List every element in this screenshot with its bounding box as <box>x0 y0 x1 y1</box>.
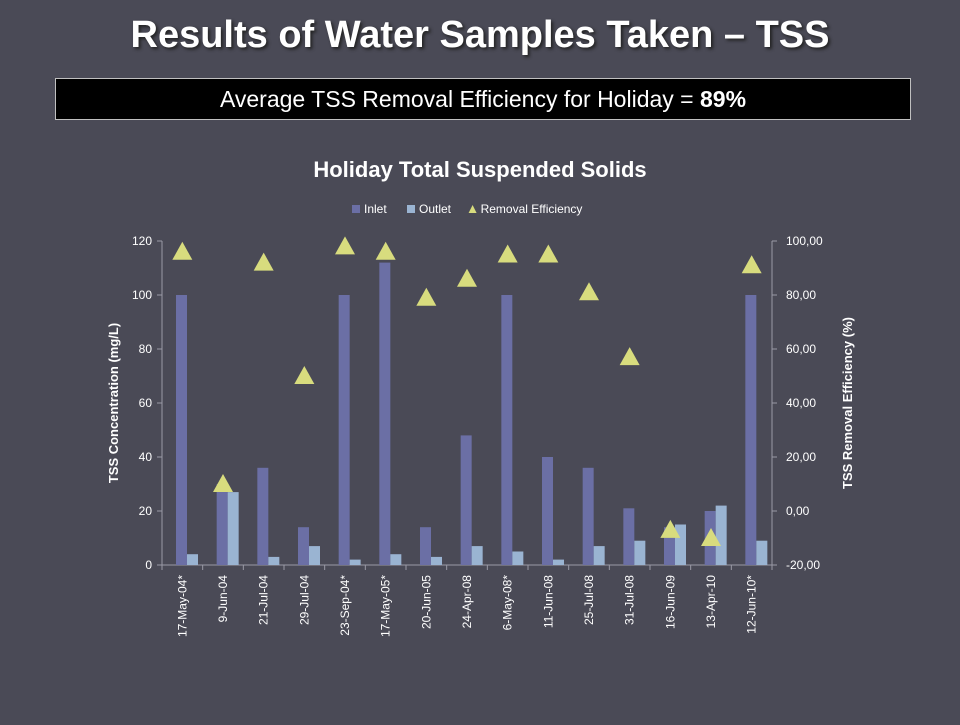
y2-axis-label: TSS Removal Efficiency (%) <box>840 317 855 489</box>
bar-outlet <box>756 540 768 565</box>
bar-inlet <box>338 295 350 565</box>
efficiency-marker <box>457 268 477 287</box>
bar-outlet <box>268 556 280 565</box>
bar-inlet <box>298 527 309 565</box>
x-tick-label: 25-Jul-08 <box>582 575 596 625</box>
banner-label: Average TSS Removal Efficiency for Holid… <box>219 86 674 112</box>
bar-outlet <box>227 492 239 565</box>
bar-inlet <box>176 295 187 565</box>
efficiency-marker <box>660 519 681 538</box>
y2-tick-label: 60,00 <box>786 342 816 356</box>
legend-label: Outlet <box>419 202 452 216</box>
x-tick-labels: 17-May-04* 9-Jun-04 21-Jul-04 29-Jul-04 23-S… <box>175 575 758 637</box>
efficiency-marker <box>213 474 233 492</box>
bar-inlet <box>623 508 635 565</box>
y-tick-label: 100 <box>132 288 152 302</box>
y-axis-label: TSS Concentration (mg/L) <box>106 323 121 483</box>
efficiency-marker <box>619 347 640 366</box>
efficiency-marker <box>538 244 559 263</box>
chart-legend: Inlet Outlet Removal Efficiency <box>352 202 582 216</box>
bar-outlet <box>187 554 198 565</box>
bar-outlet <box>593 546 605 565</box>
y2-tick-label: -20,00 <box>786 558 820 572</box>
banner-equals: = <box>673 86 700 112</box>
efficiency-marker <box>741 255 762 274</box>
y-tick-label: 40 <box>139 450 153 464</box>
bar-inlet <box>257 467 269 565</box>
x-tick-label: 17-May-05* <box>379 575 393 637</box>
efficiency-marker <box>253 252 274 271</box>
y2-tick-label: 20,00 <box>786 450 816 464</box>
chart-container: Holiday Total Suspended Solids Inlet Outl… <box>0 130 960 720</box>
chart-axes: 0 20 40 60 80 100 120 -20,00 0,00 20,00 40,00 60,00… <box>132 234 823 572</box>
y-tick-label: 60 <box>139 396 153 410</box>
bar-inlet <box>664 527 675 565</box>
chart-markers <box>172 236 762 546</box>
bar-outlet <box>431 556 442 565</box>
bar-inlet <box>216 484 228 565</box>
efficiency-marker <box>294 366 315 384</box>
bar-outlet <box>471 546 483 565</box>
bar-inlet <box>420 527 431 565</box>
x-tick-label: 12-Jun-10* <box>745 575 759 634</box>
x-tick-label: 24-Apr-08 <box>460 575 474 629</box>
chart-title: Holiday Total Suspended Solids <box>313 157 646 182</box>
efficiency-marker <box>172 241 193 260</box>
efficiency-banner: Average TSS Removal Efficiency for Holid… <box>55 78 911 120</box>
legend-label: Inlet <box>364 202 387 216</box>
efficiency-marker <box>579 282 599 301</box>
x-tick-label: 23-Sep-04* <box>338 575 352 636</box>
x-tick-label: 9-Jun-04 <box>216 575 230 623</box>
efficiency-marker <box>416 287 437 306</box>
x-tick-label: 13-Apr-10 <box>704 575 718 629</box>
x-tick-label: 17-May-04* <box>175 575 189 637</box>
y-tick-label: 0 <box>145 558 152 572</box>
bar-inlet <box>379 262 391 565</box>
slide-title: Results of Water Samples Taken – TSS <box>130 14 830 56</box>
efficiency-marker <box>497 244 518 263</box>
y2-tick-label: 100,00 <box>786 234 823 248</box>
bar-inlet <box>745 295 757 565</box>
chart-bars <box>176 262 768 565</box>
bar-outlet <box>675 524 686 565</box>
bar-outlet <box>512 551 524 565</box>
bar-inlet <box>501 295 513 565</box>
legend-swatch <box>468 205 477 213</box>
efficiency-marker <box>701 528 721 546</box>
legend-swatch <box>352 205 360 213</box>
bar-outlet <box>349 559 361 565</box>
x-tick-label: 31-Jul-08 <box>623 575 637 625</box>
legend-label: Removal Efficiency <box>481 202 583 216</box>
bar-inlet <box>460 435 472 565</box>
bar-outlet <box>634 540 646 565</box>
y2-tick-label: 80,00 <box>786 288 816 302</box>
efficiency-marker <box>335 236 355 255</box>
banner-value: 89% <box>700 86 747 112</box>
y2-tick-label: 40,00 <box>786 396 816 410</box>
bar-outlet <box>390 554 402 565</box>
y-tick-label: 20 <box>139 504 153 518</box>
x-tick-label: 16-Jun-09 <box>663 575 677 629</box>
x-tick-label: 6-May-08* <box>501 575 515 631</box>
bar-outlet <box>553 559 564 565</box>
bar-outlet <box>309 546 320 565</box>
efficiency-marker <box>375 241 396 260</box>
x-tick-label: 29-Jul-04 <box>297 575 311 625</box>
bar-inlet <box>542 457 553 565</box>
bar-inlet <box>582 467 594 565</box>
x-tick-label: 20-Jun-05 <box>419 575 433 629</box>
tss-chart: Holiday Total Suspended Solids Inlet Outl… <box>106 157 855 637</box>
y-tick-label: 120 <box>132 234 152 248</box>
y2-tick-label: 0,00 <box>786 504 810 518</box>
bar-outlet <box>715 505 727 565</box>
y-tick-label: 80 <box>139 342 153 356</box>
x-tick-label: 11-Jun-08 <box>541 575 555 628</box>
x-tick-label: 21-Jul-04 <box>257 575 271 625</box>
legend-swatch <box>407 205 415 213</box>
